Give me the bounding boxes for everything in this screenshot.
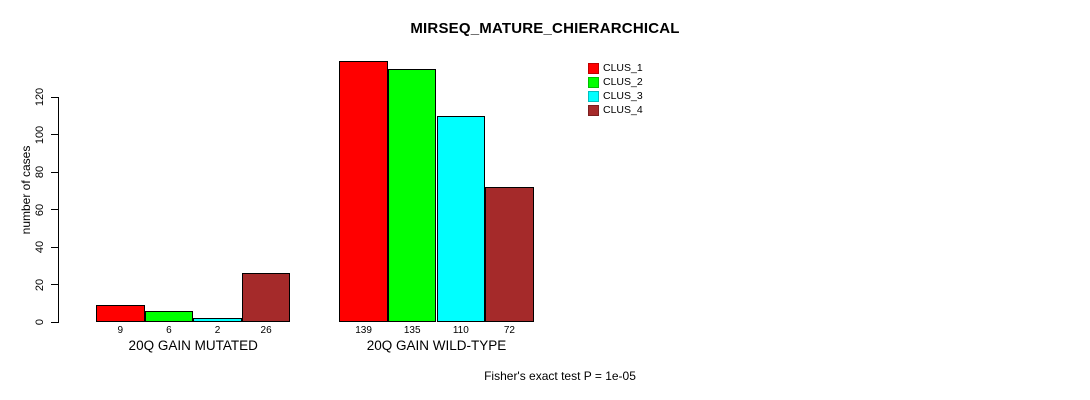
- bar: [339, 61, 388, 322]
- bar: [193, 318, 242, 322]
- legend-item: CLUS_4: [588, 103, 643, 117]
- legend-item: CLUS_2: [588, 75, 643, 89]
- bar-value-label: 135: [403, 325, 421, 336]
- legend-color-swatch: [588, 90, 599, 102]
- bar: [96, 305, 145, 322]
- y-tick-mark: [50, 134, 58, 135]
- bar-value-label: 6: [166, 325, 172, 336]
- category-label: 20Q GAIN MUTATED: [128, 338, 258, 353]
- y-tick-label: 120: [34, 87, 46, 107]
- y-tick-label: 80: [34, 165, 46, 179]
- legend-item: CLUS_3: [588, 89, 643, 103]
- legend-color-swatch: [588, 76, 599, 88]
- bar: [241, 273, 291, 322]
- chart-title: MIRSEQ_MATURE_CHIERARCHICAL: [410, 20, 680, 37]
- y-tick-label: 20: [34, 278, 46, 291]
- bar: [387, 68, 437, 322]
- fisher-test-annotation: Fisher's exact test P = 1e-05: [484, 369, 636, 383]
- y-tick-label: 0: [34, 318, 46, 326]
- legend-color-swatch: [588, 62, 599, 74]
- y-tick-label: 100: [34, 125, 46, 144]
- y-tick-mark: [50, 284, 58, 285]
- legend: CLUS_1 CLUS_2 CLUS_3 CLUS_4: [588, 61, 643, 117]
- legend-label: CLUS_1: [603, 62, 643, 74]
- y-tick-mark: [50, 209, 58, 210]
- bar: [485, 187, 534, 322]
- y-axis-line: [57, 97, 59, 323]
- bar-value-label: 139: [355, 325, 372, 336]
- bar-value-label: 110: [452, 325, 469, 336]
- y-tick-label: 40: [34, 240, 46, 254]
- y-tick-label: 60: [34, 203, 46, 216]
- legend-label: CLUS_4: [603, 104, 643, 116]
- legend-color-swatch: [588, 104, 599, 116]
- y-tick-mark: [50, 246, 58, 248]
- y-tick-mark: [50, 96, 58, 98]
- legend-label: CLUS_3: [603, 90, 643, 102]
- bar-value-label: 2: [214, 325, 221, 336]
- legend-item: CLUS_1: [588, 61, 643, 75]
- y-tick-mark: [50, 171, 58, 173]
- bar: [436, 115, 486, 322]
- y-axis-label: number of cases: [19, 145, 33, 235]
- bar-value-label: 26: [260, 325, 272, 336]
- bar: [144, 310, 194, 322]
- y-tick-mark: [50, 321, 58, 323]
- bar-value-label: 9: [117, 325, 124, 336]
- bar-value-label: 72: [503, 325, 515, 336]
- legend-label: CLUS_2: [603, 76, 643, 88]
- category-label: 20Q GAIN WILD-TYPE: [366, 338, 507, 353]
